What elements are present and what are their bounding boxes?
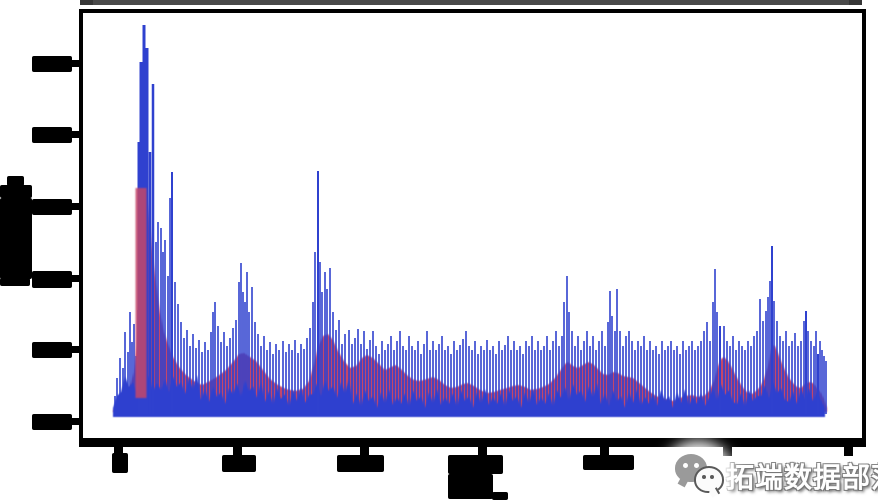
y-tick-label-blob — [32, 271, 72, 288]
y-axis-title-blob — [0, 198, 32, 279]
wechat-eye — [683, 463, 688, 468]
x-tick-label-blob — [337, 455, 384, 472]
wechat-eye — [694, 463, 699, 468]
plot-frame-bottom — [79, 438, 866, 447]
y-tick-label-blob — [32, 414, 72, 430]
x-tick-mark — [844, 446, 853, 456]
x-tick-mark — [723, 446, 732, 456]
x-tick-label-blob — [448, 455, 503, 474]
wechat-icon — [672, 450, 724, 502]
y-tick-label-blob — [32, 127, 72, 143]
y-axis-title-blob — [7, 176, 24, 186]
y-tick-mark — [71, 131, 80, 138]
x-tick-label-blob — [583, 455, 634, 470]
x-tick-mark — [233, 446, 242, 456]
raw-series-spikes — [114, 25, 827, 414]
top-bar-left-cap — [80, 0, 93, 5]
y-tick-mark — [71, 203, 80, 210]
wechat-eye — [710, 475, 714, 479]
y-tick-mark — [71, 346, 80, 353]
x-axis-title-blob — [492, 492, 508, 500]
window-top-bar — [80, 0, 862, 5]
x-tick-label-blob — [112, 453, 128, 473]
plot-frame-right — [862, 9, 866, 447]
y-axis-title-blob — [0, 278, 30, 286]
y-tick-mark — [71, 275, 80, 282]
plot-frame-left — [79, 9, 83, 447]
watermark: 拓端数据部落 — [672, 448, 878, 504]
top-bar-right-cap — [849, 0, 862, 5]
y-tick-mark — [71, 418, 80, 425]
x-axis-title-blob — [448, 474, 493, 499]
x-tick-mark — [360, 446, 369, 456]
x-tick-mark — [600, 446, 609, 456]
y-axis-title-blob — [0, 185, 32, 198]
wechat-small-bubble — [694, 466, 724, 493]
y-tick-label-blob — [32, 342, 72, 358]
plot-frame-top — [79, 9, 866, 13]
watermark-text: 拓端数据部落 — [726, 461, 878, 494]
x-tick-mark — [478, 446, 487, 456]
wechat-eye — [702, 475, 706, 479]
smoothed-series-red-core — [135, 188, 147, 398]
x-tick-mark — [114, 446, 123, 456]
y-tick-mark — [71, 60, 80, 67]
y-tick-label-blob — [32, 56, 72, 72]
y-tick-label-blob — [32, 199, 72, 215]
x-tick-label-blob — [222, 455, 256, 472]
